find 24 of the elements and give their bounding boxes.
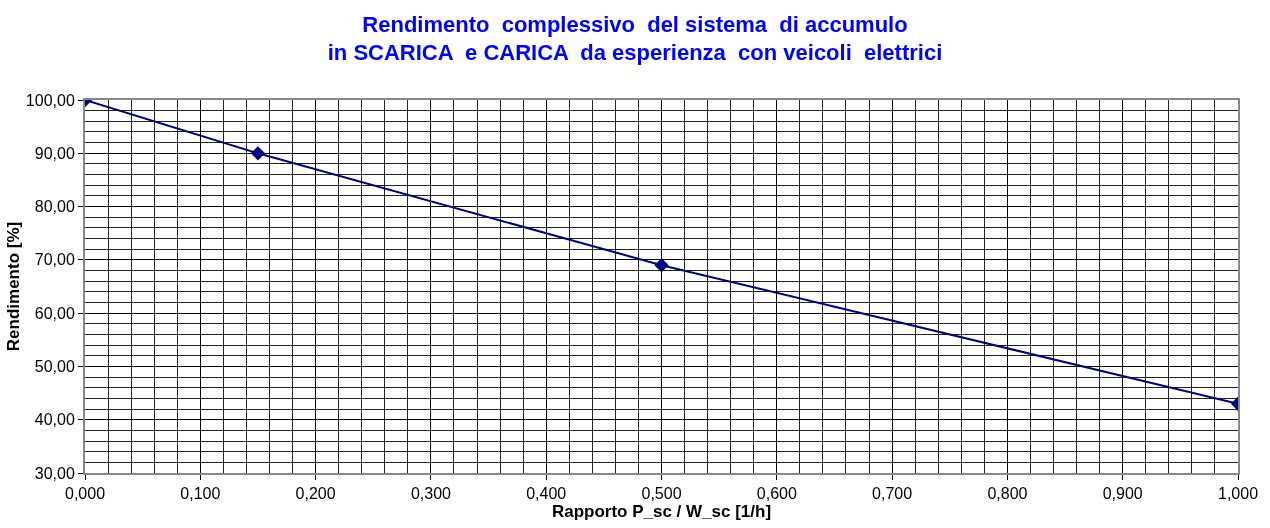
x-tick-label: 0,200 [295,485,336,503]
x-axis-title: Rapporto P_sc / W_sc [1/h] [551,502,772,522]
point [654,258,669,273]
x-tick-label: 0,800 [987,485,1028,503]
y-axis-title: Rendimento [%] [3,221,23,352]
chart-title: Rendimento complessivo del sistema di accumulo in SCARICA e CARICA da esperienza con veicoli elettrici [327,11,943,66]
x-tick-label: 0,700 [872,485,913,503]
x-tick-label: 0,000 [64,485,106,503]
x-tick-label: 1,000 [1217,485,1259,503]
x-tick-label: 0,300 [410,485,452,503]
x-tick-label: 0,100 [180,485,221,503]
y-tick-label: 90,00 [34,144,75,162]
y-tick-label: 30,00 [34,464,75,482]
y-tick-label: 60,00 [34,304,75,322]
y-tick-label: 70,00 [34,251,75,269]
y-tick-label: 80,00 [34,198,75,216]
x-tick-label: 0,400 [526,485,567,503]
y-tick-label: 50,00 [34,358,75,376]
x-tick-label: 0,500 [641,485,682,503]
y-tick-label: 100,00 [25,91,75,109]
y-tick-label: 40,00 [34,411,75,429]
x-tick-label: 0,600 [756,485,797,503]
point [250,146,266,161]
x-tick-label: 0,900 [1102,485,1143,503]
